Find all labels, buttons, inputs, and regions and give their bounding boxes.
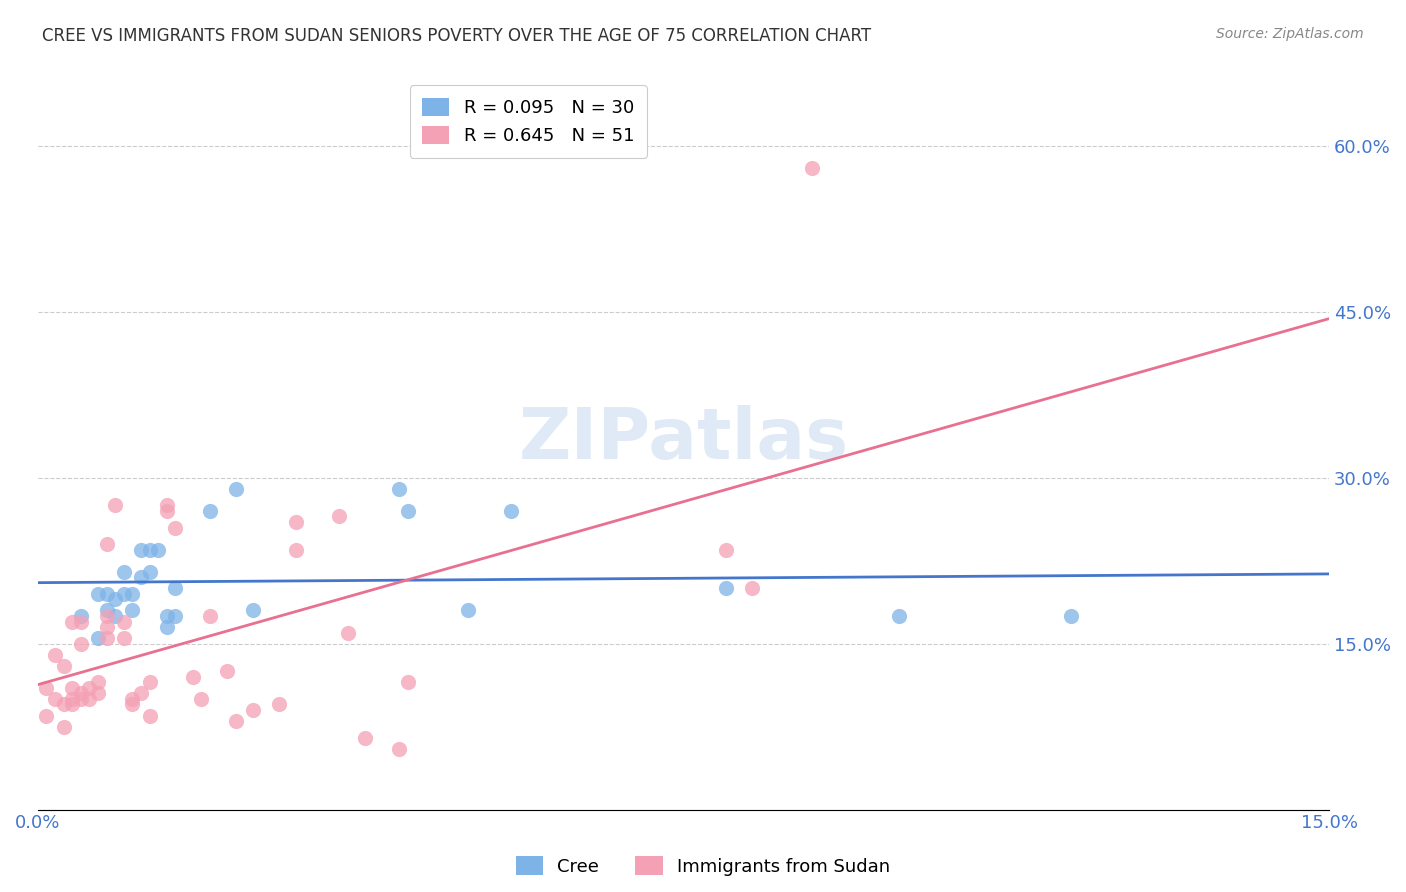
Point bbox=[87, 587, 110, 601]
Point bbox=[44, 692, 66, 706]
Point bbox=[156, 504, 179, 518]
Point bbox=[52, 720, 75, 734]
Point bbox=[242, 603, 264, 617]
Point bbox=[801, 161, 824, 175]
Legend: Cree, Immigrants from Sudan: Cree, Immigrants from Sudan bbox=[509, 849, 897, 883]
Point bbox=[69, 637, 91, 651]
Text: ZIPatlas: ZIPatlas bbox=[519, 405, 848, 474]
Point bbox=[35, 681, 58, 695]
Point bbox=[457, 603, 479, 617]
Point bbox=[96, 537, 118, 551]
Point bbox=[887, 609, 910, 624]
Point bbox=[217, 665, 239, 679]
Point bbox=[225, 714, 247, 728]
Point bbox=[96, 603, 118, 617]
Point bbox=[69, 686, 91, 700]
Point bbox=[96, 609, 118, 624]
Point bbox=[121, 698, 143, 712]
Point bbox=[138, 542, 160, 557]
Point bbox=[87, 686, 110, 700]
Point bbox=[284, 515, 307, 529]
Point bbox=[104, 609, 127, 624]
Point bbox=[96, 620, 118, 634]
Text: Source: ZipAtlas.com: Source: ZipAtlas.com bbox=[1216, 27, 1364, 41]
Point bbox=[181, 670, 204, 684]
Point bbox=[156, 499, 179, 513]
Point bbox=[165, 582, 187, 596]
Legend: R = 0.095   N = 30, R = 0.645   N = 51: R = 0.095 N = 30, R = 0.645 N = 51 bbox=[409, 85, 647, 158]
Point bbox=[353, 731, 375, 745]
Point bbox=[716, 582, 738, 596]
Point bbox=[138, 675, 160, 690]
Point bbox=[112, 615, 135, 629]
Point bbox=[60, 692, 83, 706]
Point bbox=[156, 609, 179, 624]
Point bbox=[165, 609, 187, 624]
Point bbox=[121, 587, 143, 601]
Point bbox=[156, 620, 179, 634]
Point bbox=[121, 603, 143, 617]
Point bbox=[96, 631, 118, 645]
Point bbox=[198, 609, 221, 624]
Point bbox=[129, 570, 152, 584]
Point bbox=[1060, 609, 1083, 624]
Point bbox=[79, 681, 101, 695]
Point bbox=[79, 692, 101, 706]
Point bbox=[104, 499, 127, 513]
Point bbox=[396, 675, 419, 690]
Point bbox=[112, 587, 135, 601]
Point bbox=[328, 509, 350, 524]
Point bbox=[87, 675, 110, 690]
Point bbox=[96, 587, 118, 601]
Point bbox=[112, 565, 135, 579]
Point bbox=[138, 565, 160, 579]
Point bbox=[396, 504, 419, 518]
Point bbox=[121, 692, 143, 706]
Point bbox=[69, 609, 91, 624]
Point bbox=[284, 542, 307, 557]
Point bbox=[225, 482, 247, 496]
Point bbox=[60, 615, 83, 629]
Point bbox=[501, 504, 523, 518]
Text: CREE VS IMMIGRANTS FROM SUDAN SENIORS POVERTY OVER THE AGE OF 75 CORRELATION CHA: CREE VS IMMIGRANTS FROM SUDAN SENIORS PO… bbox=[42, 27, 872, 45]
Point bbox=[741, 582, 763, 596]
Point bbox=[336, 625, 359, 640]
Point bbox=[242, 703, 264, 717]
Point bbox=[198, 504, 221, 518]
Point bbox=[60, 681, 83, 695]
Point bbox=[129, 542, 152, 557]
Point bbox=[267, 698, 290, 712]
Point bbox=[129, 686, 152, 700]
Point bbox=[104, 592, 127, 607]
Point bbox=[716, 542, 738, 557]
Point bbox=[190, 692, 212, 706]
Point bbox=[35, 708, 58, 723]
Point bbox=[69, 692, 91, 706]
Point bbox=[148, 542, 170, 557]
Point bbox=[52, 658, 75, 673]
Point bbox=[52, 698, 75, 712]
Point bbox=[138, 708, 160, 723]
Point bbox=[112, 631, 135, 645]
Point bbox=[60, 698, 83, 712]
Point bbox=[165, 520, 187, 534]
Point bbox=[87, 631, 110, 645]
Point bbox=[388, 741, 411, 756]
Point bbox=[388, 482, 411, 496]
Point bbox=[69, 615, 91, 629]
Point bbox=[44, 648, 66, 662]
